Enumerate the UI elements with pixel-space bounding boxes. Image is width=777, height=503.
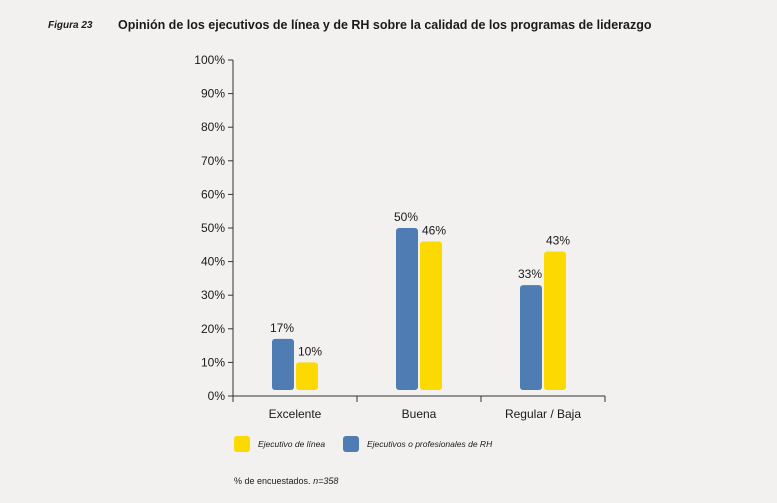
y-tick-label: 10% [201,355,225,369]
bar [520,285,542,390]
x-category-label: Buena [402,407,437,421]
legend-label-rh: Ejecutivos o profesionales de RH [367,439,493,449]
data-label: 17% [270,321,294,335]
data-label: 50% [394,210,418,224]
bar [420,241,442,390]
bar [296,362,318,390]
y-tick-label: 100% [194,53,225,67]
legend-item-linea: Ejecutivo de línea [234,436,325,452]
y-tick-label: 0% [208,389,226,403]
y-tick-label: 50% [201,221,225,235]
bar [544,251,566,390]
data-label: 10% [298,344,322,358]
y-tick-label: 40% [201,255,225,269]
chart-title: Opinión de los ejecutivos de línea y de … [118,18,652,32]
y-tick-label: 60% [201,187,225,201]
y-tick-label: 20% [201,322,225,336]
legend-label-linea: Ejecutivo de línea [258,439,326,449]
bar-chart: 0% 10% 20% 30% 40% 50% 60% 70% 80% 90% 100% Excelen… [194,53,606,421]
footnote-sample-size: n=358 [313,476,339,486]
y-tick-label: 90% [201,87,225,101]
footnote: % de encuestados. n=358 [234,476,338,486]
bar [272,338,294,390]
legend-item-rh: Ejecutivos o profesionales de RH [343,436,492,452]
figure-label: Figura 23 [48,20,93,31]
bar [396,228,418,390]
y-tick-label: 70% [201,154,225,168]
y-tick-label: 80% [201,120,225,134]
y-tick-label: 30% [201,288,225,302]
legend-swatch-linea [234,436,250,452]
footnote-text: % de encuestados. [234,476,311,486]
x-category-label: Regular / Baja [505,407,581,421]
data-label: 46% [422,223,446,237]
x-category-label: Excelente [269,407,322,421]
legend-swatch-rh [343,436,359,452]
data-label: 43% [546,234,570,248]
data-label: 33% [518,267,542,281]
